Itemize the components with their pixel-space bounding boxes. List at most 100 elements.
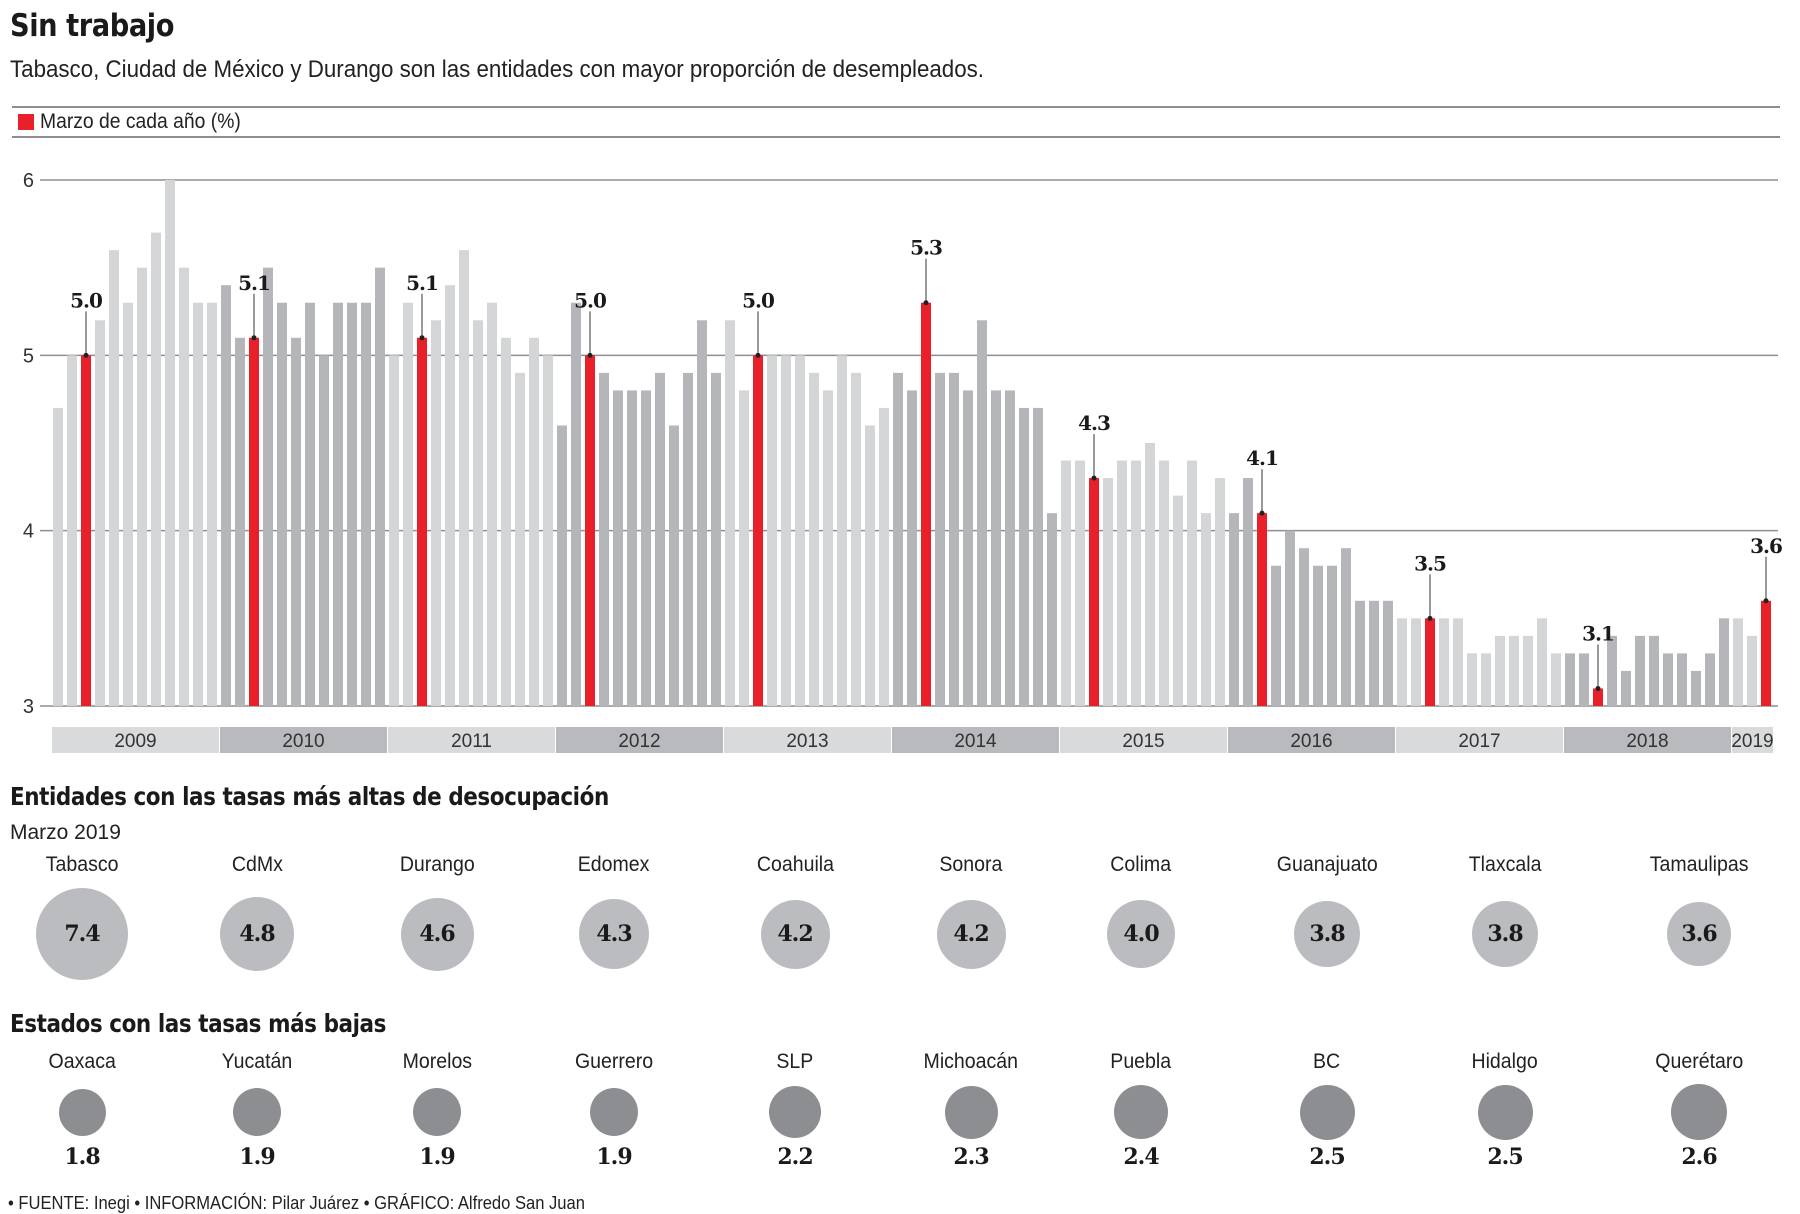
rate-value: 4.0 (1123, 921, 1159, 947)
rate-circle: 3.6 (1667, 902, 1731, 966)
rate-value: 7.4 (64, 921, 100, 947)
bar (991, 390, 1001, 706)
bar (473, 320, 483, 706)
bar (1047, 513, 1057, 706)
state-name: SLP (776, 1050, 814, 1073)
rate-circle: 4.6 (400, 897, 474, 971)
rate-value: 4.2 (777, 921, 813, 947)
rate-value: 2.3 (953, 1144, 989, 1170)
entity-label: Tamaulipas (1609, 853, 1789, 877)
bar (1677, 653, 1687, 706)
data-label: 3.5 (1414, 551, 1446, 575)
bar (1075, 460, 1085, 706)
bar (893, 372, 903, 706)
bar (305, 302, 315, 706)
entity-name: Edomex (578, 853, 650, 876)
bar (263, 267, 273, 706)
bar (949, 372, 959, 706)
bar (865, 425, 875, 706)
bar (1467, 653, 1477, 706)
rate-value: 2.2 (777, 1144, 813, 1170)
bar (1691, 670, 1701, 706)
year-band-2016 (1228, 727, 1395, 753)
bar (1635, 635, 1645, 706)
rate-value: 2.5 (1487, 1144, 1523, 1170)
rate-circle (1299, 1084, 1355, 1140)
bar (333, 302, 343, 706)
rate-circle: 4.2 (760, 899, 830, 969)
bar (487, 302, 497, 706)
entity-name: Colima (1110, 853, 1172, 876)
state-label: Puebla (1051, 1050, 1231, 1074)
year-label: 2009 (114, 731, 156, 752)
bar (1663, 653, 1673, 706)
rate-circle: 3.8 (1294, 901, 1360, 967)
bar-march-2018 (1593, 688, 1603, 706)
state-name: Guerrero (574, 1050, 654, 1073)
bar (613, 390, 623, 706)
bar (1061, 460, 1071, 706)
bar (1229, 513, 1239, 706)
year-band-2018 (1564, 727, 1731, 753)
y-tick-label: 5 (23, 345, 34, 367)
year-band-2011 (388, 727, 555, 753)
data-label: 4.3 (1078, 411, 1110, 435)
bar (1607, 635, 1617, 706)
bar-march-2012 (585, 355, 595, 706)
bar (1215, 478, 1225, 706)
entity-label: Tlaxcala (1415, 853, 1595, 877)
bar (1537, 618, 1547, 706)
bar (431, 320, 441, 706)
bar (319, 355, 329, 706)
year-label: 2013 (786, 731, 828, 752)
bar (823, 390, 833, 706)
year-label: 2018 (1626, 731, 1668, 752)
entity-label: Sonora (881, 853, 1061, 877)
bar (557, 425, 567, 706)
bar (1747, 635, 1757, 706)
data-label: 4.1 (1246, 446, 1278, 470)
bar (1201, 513, 1211, 706)
rate-circle (233, 1088, 281, 1136)
bar (1733, 618, 1743, 706)
entity-name: Tabasco (45, 853, 119, 876)
bar (1145, 443, 1155, 706)
bar (543, 355, 553, 706)
rate-circle: 4.2 (936, 899, 1006, 969)
chart-subtitle: Tabasco, Ciudad de México y Durango son … (10, 56, 984, 83)
state-name: Morelos (402, 1050, 472, 1073)
bar (767, 355, 777, 706)
bar (1397, 618, 1407, 706)
bar (1369, 600, 1379, 706)
bar (837, 355, 847, 706)
state-label: Yucatán (167, 1050, 347, 1074)
bar (669, 425, 679, 706)
bar-march-2016 (1257, 513, 1267, 706)
bar (179, 267, 189, 706)
annotation-dot (419, 335, 425, 341)
year-label: 2010 (282, 731, 324, 752)
rate-circle: 4.8 (220, 897, 294, 971)
bar (1579, 653, 1589, 706)
bar (1705, 653, 1715, 706)
bar (809, 372, 819, 706)
bar (207, 302, 217, 706)
bar (907, 390, 917, 706)
legend-bottom-rule (12, 136, 1780, 138)
bar (137, 267, 147, 706)
rate-value: 3.8 (1309, 921, 1345, 947)
bar (1159, 460, 1169, 706)
year-band-2010 (220, 727, 387, 753)
bar (1285, 530, 1295, 706)
bar (361, 302, 371, 706)
highest-section-title: Entidades con las tasas más altas de des… (10, 782, 609, 811)
annotation-dot (1595, 685, 1601, 691)
bar-march-2011 (417, 337, 427, 706)
year-band-2019 (1732, 727, 1773, 753)
bar (795, 355, 805, 706)
year-label: 2011 (451, 731, 492, 752)
bar (193, 302, 203, 706)
chart-title: Sin trabajo (10, 8, 175, 44)
entity-name: Tamaulipas (1649, 853, 1749, 876)
bar (1649, 635, 1659, 706)
